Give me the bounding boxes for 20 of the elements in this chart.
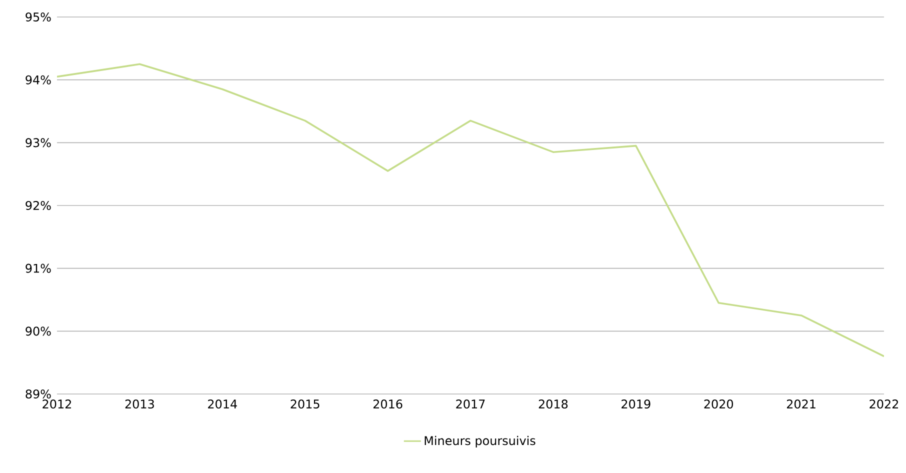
y-tick-label: 93% (26, 138, 51, 148)
y-tick-label: 91% (26, 264, 51, 273)
x-tick-label: 2017 (456, 400, 485, 409)
x-tick-label: 2013 (125, 400, 154, 409)
x-tick-label: 2012 (42, 400, 72, 409)
x-tick-label: 2021 (786, 400, 816, 409)
x-tick-label: 2018 (538, 400, 568, 409)
x-tick-label: 2014 (208, 400, 237, 409)
legend-label: Mineurs poursuivis (424, 436, 536, 448)
x-tick-label: 2016 (373, 400, 402, 409)
y-tick-label: 90% (26, 326, 51, 336)
x-tick-label: 2015 (290, 400, 320, 409)
y-tick-label: 94% (26, 75, 51, 84)
x-tick-label: 2022 (870, 400, 898, 409)
line-series (57, 63, 884, 358)
y-tick-label: 89% (26, 389, 51, 399)
x-tick-label: 2020 (704, 400, 734, 409)
y-tick-label: 92% (26, 200, 51, 210)
y-tick-label: 95% (26, 12, 51, 22)
x-tick-label: 2019 (622, 400, 650, 409)
